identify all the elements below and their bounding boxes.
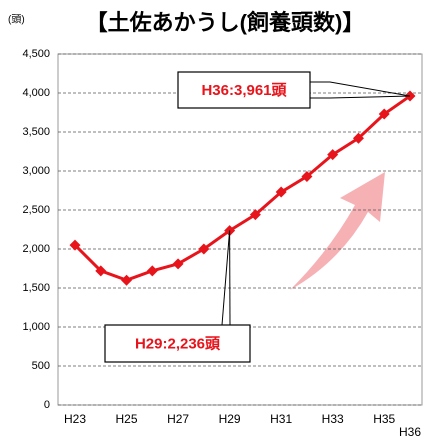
y-axis-label: (頭) xyxy=(8,14,25,26)
y-tick-label: 3,000 xyxy=(22,165,50,177)
x-tick-label: H35 xyxy=(373,412,395,426)
x-tick-label: H36 xyxy=(399,425,421,439)
callout-text: H36:3,961頭 xyxy=(201,82,287,99)
y-tick-label: 1,000 xyxy=(22,321,50,333)
chart: (頭) 【土佐あかうし(飼養頭数)】 0 500 1,000 1,500 2,000 2,… xyxy=(0,0,430,440)
y-tick-label: 3,500 xyxy=(22,126,50,138)
y-tick-label: 4,000 xyxy=(22,87,50,99)
y-tick-label: 2,000 xyxy=(22,243,50,255)
y-tick-label: 2,500 xyxy=(22,204,50,216)
x-tick-label: H33 xyxy=(322,412,344,426)
x-tick-label: H27 xyxy=(167,412,189,426)
background xyxy=(0,0,430,440)
y-tick-label: 500 xyxy=(32,360,50,372)
callout-text: H29:2,236頭 xyxy=(135,335,221,352)
x-tick-label: H31 xyxy=(270,412,292,426)
y-tick-label: 1,500 xyxy=(22,282,50,294)
x-tick-label: H23 xyxy=(64,412,86,426)
x-tick-label: H29 xyxy=(219,412,241,426)
y-tick-label: 4,500 xyxy=(22,48,50,60)
y-tick-label: 0 xyxy=(44,399,50,411)
x-tick-label: H25 xyxy=(116,412,138,426)
chart-title: 【土佐あかうし(飼養頭数)】 xyxy=(86,10,365,35)
